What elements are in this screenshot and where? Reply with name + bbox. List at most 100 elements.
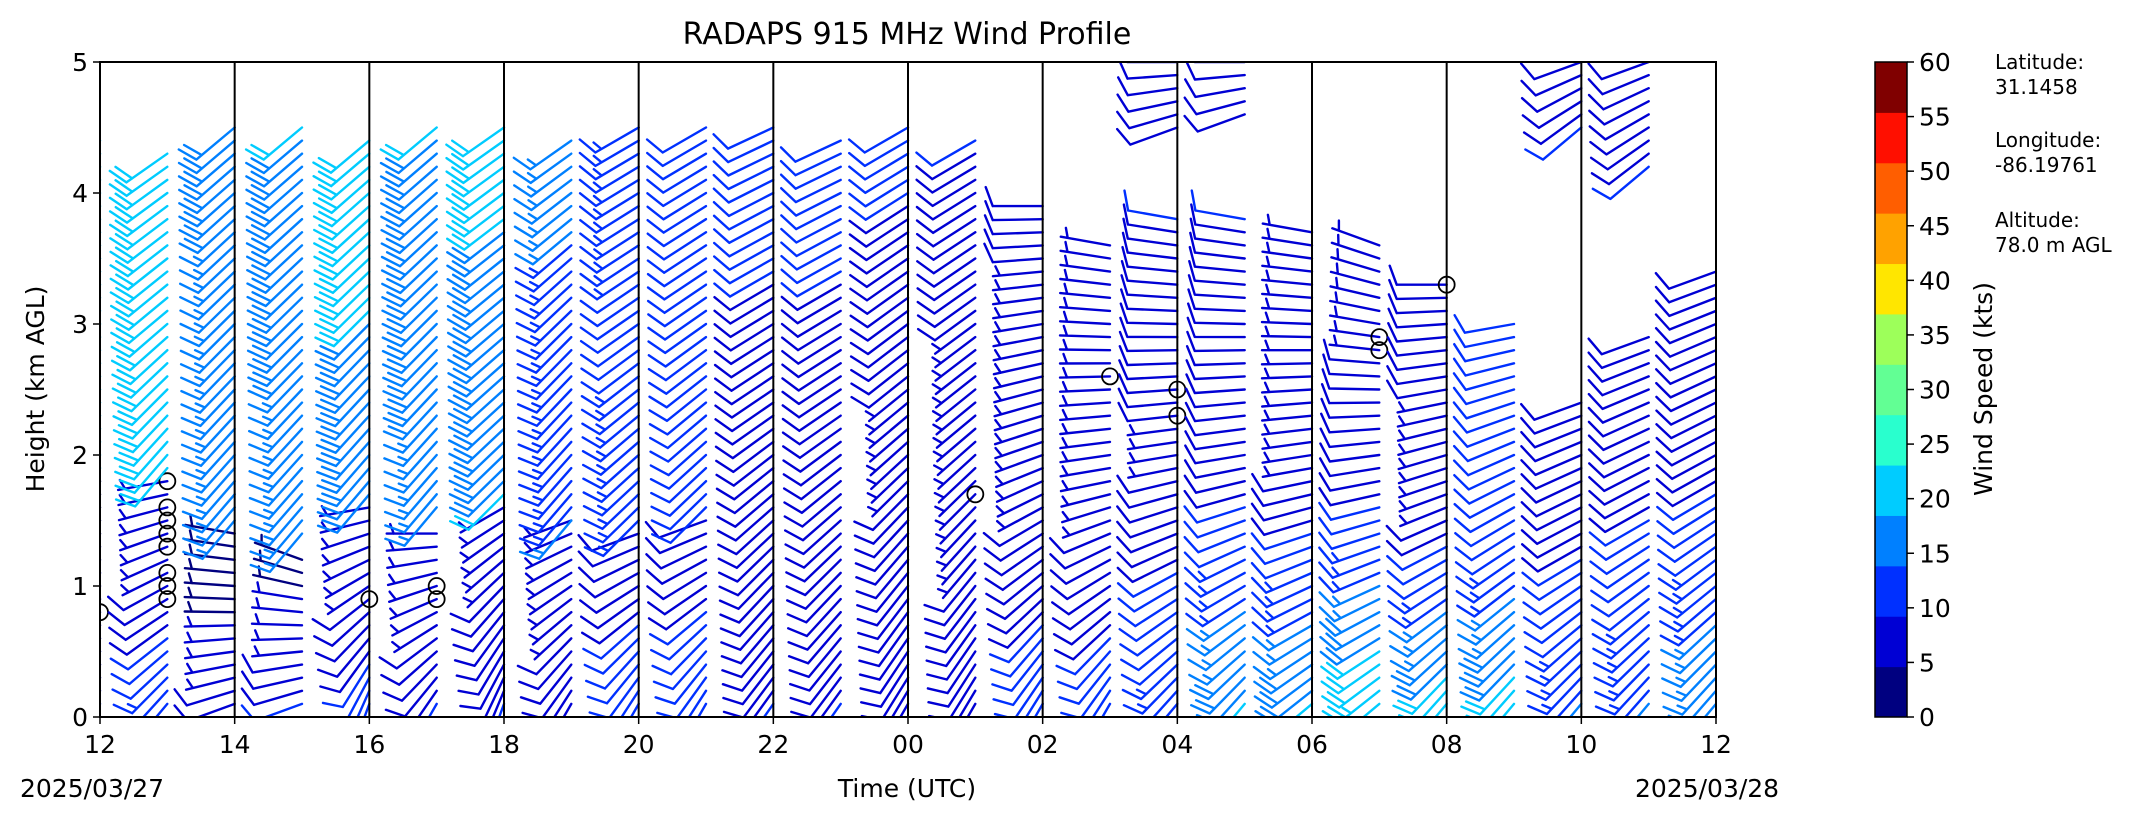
wind-barb [1183, 459, 1246, 479]
altitude-value: 78.0 m AGL [1995, 233, 2113, 257]
wind-barb [100, 650, 102, 654]
wind-barb [1187, 274, 1246, 299]
wind-barb [383, 440, 438, 481]
wind-barb [1193, 62, 1246, 64]
wind-barb [515, 270, 573, 307]
wind-barb [109, 244, 169, 278]
wind-barb [100, 388, 102, 392]
wind-barb [830, 702, 842, 717]
wind-barb [1723, 376, 1783, 395]
wind-barb [521, 676, 573, 717]
wind-barb [1318, 531, 1381, 550]
wind-barb [1703, 702, 1716, 717]
wind-barb [992, 362, 1044, 376]
wind-barb [1520, 480, 1583, 504]
wind-barb [847, 126, 910, 154]
wind-barb [850, 375, 910, 409]
wind-barb [447, 362, 506, 398]
wind-barb [181, 493, 236, 534]
wind-barb [1320, 397, 1381, 419]
wind-barb [179, 335, 236, 374]
wind-barb [780, 296, 842, 325]
wind-barb [1321, 676, 1381, 709]
wind-barb [1184, 444, 1246, 465]
wind-barb [381, 309, 438, 348]
wind-barb [866, 466, 910, 504]
wind-barb [1388, 264, 1448, 286]
wind-barb [1261, 283, 1314, 299]
wind-barb [320, 532, 371, 551]
wind-barb [1589, 558, 1650, 590]
wind-barb [1059, 451, 1112, 464]
wind-barb [516, 375, 573, 414]
wind-barb [382, 375, 438, 414]
wind-barb [712, 204, 775, 231]
wind-barb [1587, 335, 1650, 356]
wind-barb [455, 637, 506, 682]
wind-barb [1251, 597, 1314, 623]
wind-barb [1390, 650, 1448, 687]
wind-barb [179, 296, 236, 334]
wind-barb [915, 178, 977, 208]
calm-wind-marker [158, 537, 177, 556]
wind-barb [389, 611, 438, 637]
wind-barb [780, 270, 842, 298]
wind-barb [315, 401, 371, 441]
wind-barb [1118, 345, 1179, 367]
wind-barb [1523, 611, 1583, 645]
wind-barb [380, 244, 438, 281]
wind-barb [915, 152, 977, 181]
wind-barb [1320, 663, 1381, 695]
wind-barb [1127, 466, 1179, 479]
wind-barb [649, 427, 708, 463]
wind-barb [313, 218, 371, 254]
wind-barb [932, 414, 977, 449]
wind-barb [446, 283, 506, 318]
wind-barb [992, 307, 1044, 320]
wind-barb [1587, 440, 1650, 465]
x-tick-label: 12 [1700, 730, 1732, 759]
wind-barb [1387, 307, 1448, 329]
wind-barb [446, 244, 506, 278]
wind-barb [381, 270, 438, 308]
wind-barb [1661, 663, 1716, 702]
wind-barb [1051, 597, 1112, 631]
wind-barb [322, 558, 371, 583]
wind-barb [934, 480, 977, 518]
x-tick-label: 10 [1565, 730, 1597, 759]
calm-wind-marker [158, 511, 177, 530]
wind-barb [527, 597, 573, 631]
wind-barb [1188, 260, 1246, 286]
wind-barb [107, 584, 169, 612]
wind-barb [718, 571, 775, 610]
wind-barb [1251, 472, 1314, 493]
wind-barb [854, 532, 910, 573]
wind-barb [1184, 401, 1246, 423]
wind-barb [583, 506, 640, 544]
wind-barb [718, 558, 775, 597]
wind-barb [578, 165, 640, 194]
wind-barb [1329, 262, 1381, 286]
wind-barb [577, 558, 640, 583]
wind-barb [183, 586, 236, 601]
wind-barb [958, 689, 977, 717]
wind-barb [786, 571, 842, 610]
wind-barb [860, 663, 910, 708]
wind-barb [100, 257, 102, 261]
wind-barb [184, 529, 236, 548]
wind-barb [1458, 637, 1516, 674]
wind-barb [1331, 219, 1381, 247]
wind-barb [446, 218, 506, 251]
wind-barb [987, 611, 1044, 649]
wind-barb [1655, 414, 1716, 440]
wind-barb [1319, 427, 1381, 449]
wind-barb [1321, 368, 1381, 391]
wind-barb [1527, 676, 1583, 716]
wind-barb [1152, 689, 1179, 717]
wind-barb [1389, 624, 1448, 658]
wind-barb [713, 335, 775, 365]
wind-barb [1260, 297, 1314, 313]
wind-barb [518, 519, 573, 560]
wind-barb [1250, 558, 1314, 580]
wind-barb [515, 309, 573, 347]
